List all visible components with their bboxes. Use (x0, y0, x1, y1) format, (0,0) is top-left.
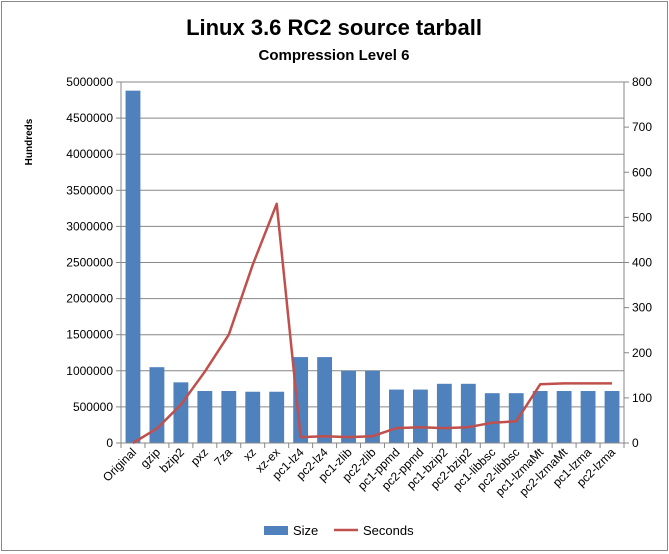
chart-subtitle: Compression Level 6 (259, 47, 410, 64)
x-tick-label: 7za (211, 445, 235, 469)
bar-size (509, 393, 524, 443)
bar-size (245, 392, 260, 443)
right-tick-label: 300 (632, 301, 652, 315)
legend: Size Seconds (264, 523, 414, 538)
left-tick-label: 4500000 (66, 111, 113, 125)
bar-size (389, 390, 404, 443)
left-tick-label: 2000000 (66, 292, 113, 306)
chart-title: Linux 3.6 RC2 source tarball (186, 15, 482, 40)
right-tick-label: 200 (632, 346, 652, 360)
x-tick-label: bzip2 (157, 445, 187, 475)
bar-size (533, 391, 548, 443)
bar-size (581, 391, 596, 443)
right-tick-label: 600 (632, 165, 652, 179)
bar-size (365, 371, 380, 443)
right-tick-label: 100 (632, 391, 652, 405)
right-tick-label: 800 (632, 75, 652, 89)
left-tick-label: 4000000 (66, 147, 113, 161)
right-tick-label: 0 (632, 436, 639, 450)
bar-size (197, 391, 212, 443)
right-tick-label: 700 (632, 120, 652, 134)
bar-size (221, 391, 236, 443)
legend-swatch-size (264, 526, 288, 535)
size-bars (126, 91, 620, 443)
bar-size (317, 357, 332, 443)
left-tick-label: 2500000 (66, 256, 113, 270)
bar-size (173, 382, 188, 443)
bar-size (341, 371, 356, 443)
bar-size (269, 392, 284, 443)
left-tick-label: 3000000 (66, 219, 113, 233)
bar-size (485, 393, 500, 443)
left-tick-label: 3500000 (66, 183, 113, 197)
x-tick-label: Original (100, 445, 139, 484)
bar-size (557, 391, 572, 443)
left-tick-label: 0 (106, 436, 113, 450)
legend-label-seconds: Seconds (363, 523, 414, 538)
right-tick-label: 500 (632, 210, 652, 224)
legend-label-size: Size (293, 523, 318, 538)
bar-size (605, 391, 620, 443)
bar-size (461, 384, 476, 443)
left-tick-label: 5000000 (66, 75, 113, 89)
bar-size (413, 390, 428, 443)
right-tick-label: 400 (632, 256, 652, 270)
left-tick-label: 500000 (73, 400, 113, 414)
bar-size (126, 91, 141, 443)
y-axis-label: Hundreds (24, 118, 35, 165)
left-tick-label: 1000000 (66, 364, 113, 378)
bar-size (437, 384, 452, 443)
x-tick-label: pxz (188, 445, 211, 468)
gridlines (121, 82, 624, 407)
left-tick-label: 1500000 (66, 328, 113, 342)
